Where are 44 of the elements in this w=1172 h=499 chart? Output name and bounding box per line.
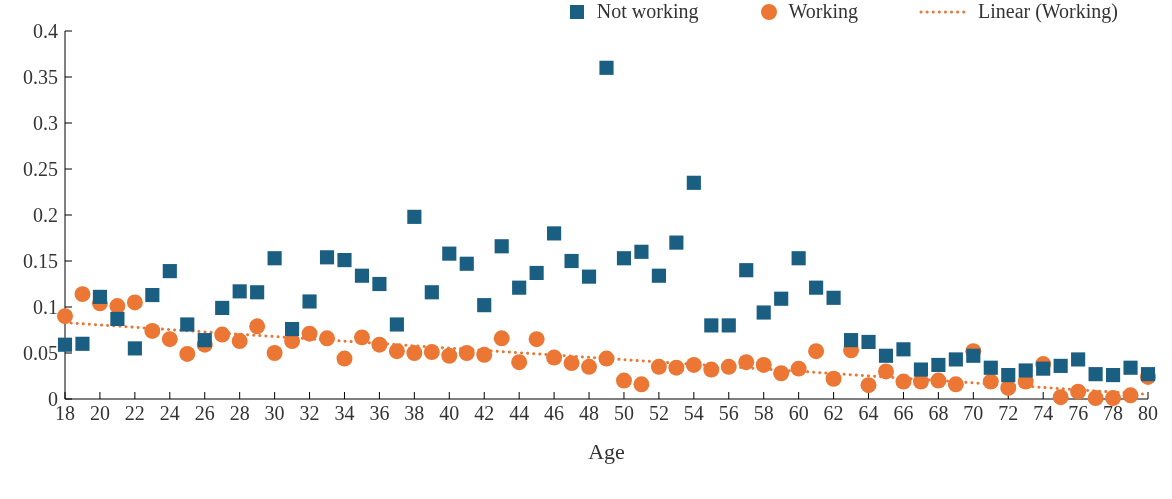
legend-label: Not working <box>596 0 699 23</box>
x-tick-label: 56 <box>718 402 739 425</box>
legend-label: Working <box>788 0 858 23</box>
y-tick-label: 0.35 <box>23 66 58 89</box>
x-tick-label: 24 <box>159 402 180 425</box>
y-tick-label: 0.1 <box>33 296 58 319</box>
x-tick-label: 78 <box>1103 402 1124 425</box>
x-tick-label: 70 <box>963 402 984 425</box>
x-tick-label: 48 <box>579 402 600 425</box>
x-tick-label: 40 <box>439 402 460 425</box>
y-tick-label: 0.3 <box>33 112 58 135</box>
x-tick-label: 76 <box>1068 402 1089 425</box>
y-tick-label: 0.15 <box>23 250 58 273</box>
x-tick-label: 32 <box>299 402 320 425</box>
x-tick-label: 38 <box>404 402 425 425</box>
x-tick-label: 46 <box>544 402 565 425</box>
y-tick-label: 0 <box>48 388 58 411</box>
x-tick-label: 26 <box>194 402 215 425</box>
legend-label: Linear (Working) <box>978 0 1118 23</box>
x-axis-title: Age <box>588 439 625 464</box>
x-tick-label: 74 <box>1033 402 1054 425</box>
x-tick-label: 34 <box>334 402 355 425</box>
x-tick-label: 68 <box>928 402 949 425</box>
x-tick-label: 58 <box>753 402 774 425</box>
x-tick-label: 72 <box>998 402 1019 425</box>
y-tick-label: 0.4 <box>33 20 58 43</box>
x-tick-label: 66 <box>893 402 914 425</box>
x-tick-label: 60 <box>788 402 809 425</box>
x-tick-label: 44 <box>509 402 530 425</box>
x-tick-label: 50 <box>613 402 634 425</box>
x-tick-label: 52 <box>648 402 669 425</box>
x-tick-label: 28 <box>229 402 250 425</box>
x-tick-label: 36 <box>369 402 390 425</box>
x-tick-label: 62 <box>823 402 844 425</box>
x-tick-label: 54 <box>683 402 704 425</box>
y-tick-label: 0.2 <box>33 204 58 227</box>
x-tick-label: 64 <box>858 402 879 425</box>
y-tick-label: 0.05 <box>23 342 58 365</box>
x-tick-label: 22 <box>124 402 145 425</box>
x-tick-label: 30 <box>264 402 285 425</box>
x-tick-label: 80 <box>1138 402 1158 425</box>
x-tick-label: 42 <box>474 402 495 425</box>
y-tick-label: 0.25 <box>23 158 58 181</box>
x-tick-label: 20 <box>89 402 110 425</box>
